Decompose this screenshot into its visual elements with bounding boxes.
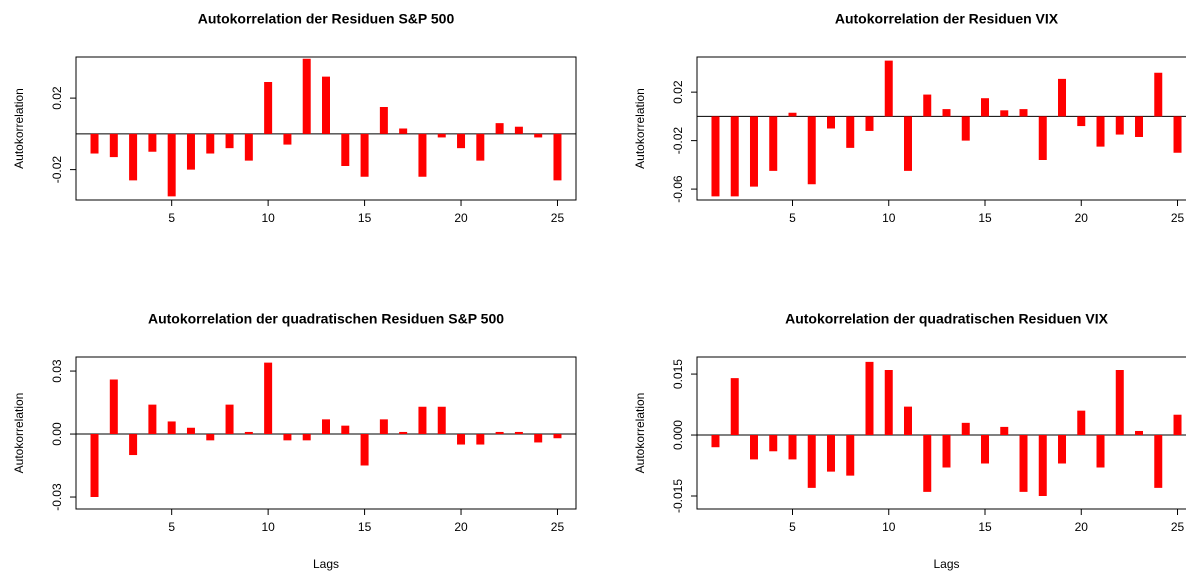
y-axis-label: Autokorrelation <box>12 88 26 169</box>
x-tick-label: 20 <box>1075 211 1089 225</box>
x-tick-label: 5 <box>789 211 796 225</box>
plot-frame <box>75 356 577 510</box>
panel: Autokorrelation der quadratischen Residu… <box>633 311 1186 571</box>
y-tick-label: -0.015 <box>671 479 685 513</box>
y-axis-label: Autokorrelation <box>12 393 26 474</box>
y-axis-label: Autokorrelation <box>633 393 647 474</box>
x-tick-label: 20 <box>1075 520 1089 534</box>
x-tick-label: 15 <box>358 211 372 225</box>
y-tick-label: -0.06 <box>671 175 685 203</box>
x-tick-label: 25 <box>1171 520 1185 534</box>
y-tick-label: -0.02 <box>50 156 64 184</box>
panel: Autokorrelation der Residuen S&P 500 Auto… <box>12 11 577 225</box>
y-tick-label: 0.02 <box>50 86 64 110</box>
x-tick-label: 25 <box>1171 211 1185 225</box>
x-tick-label: 10 <box>882 211 896 225</box>
panel: Autokorrelation der Residuen VIX Autokorr… <box>633 11 1186 225</box>
x-tick-label: 10 <box>261 211 275 225</box>
panel-title: Autokorrelation der quadratischen Residu… <box>785 311 1109 327</box>
y-axis-label: Autokorrelation <box>633 88 647 169</box>
x-tick-label: 10 <box>261 520 275 534</box>
y-tick-label: -0.02 <box>671 127 685 155</box>
y-tick-label: 0.000 <box>671 420 685 450</box>
plot-frame <box>696 56 1186 201</box>
x-tick-label: 15 <box>978 520 992 534</box>
plot-frame <box>75 56 577 201</box>
x-tick-label: 5 <box>168 520 175 534</box>
panel-title: Autokorrelation der quadratischen Residu… <box>148 311 504 327</box>
y-tick-label: 0.00 <box>50 422 64 446</box>
x-tick-label: 15 <box>358 520 372 534</box>
x-tick-label: 25 <box>551 211 565 225</box>
x-tick-label: 25 <box>551 520 565 534</box>
y-tick-label: 0.015 <box>671 359 685 389</box>
y-tick-label: -0.03 <box>50 483 64 511</box>
x-tick-label: 10 <box>882 520 896 534</box>
panel-title: Autokorrelation der Residuen S&P 500 <box>198 11 455 27</box>
x-axis-label: Lags <box>313 557 339 571</box>
x-tick-label: 5 <box>168 211 175 225</box>
y-tick-label: 0.02 <box>671 80 685 104</box>
x-tick-label: 20 <box>454 520 468 534</box>
panel: Autokorrelation der quadratischen Residu… <box>12 311 577 571</box>
plot-frame <box>696 356 1186 510</box>
y-tick-label: 0.03 <box>50 359 64 383</box>
x-tick-label: 15 <box>978 211 992 225</box>
x-axis-label: Lags <box>933 557 959 571</box>
x-tick-label: 20 <box>454 211 468 225</box>
x-tick-label: 5 <box>789 520 796 534</box>
panel-title: Autokorrelation der Residuen VIX <box>835 11 1059 27</box>
